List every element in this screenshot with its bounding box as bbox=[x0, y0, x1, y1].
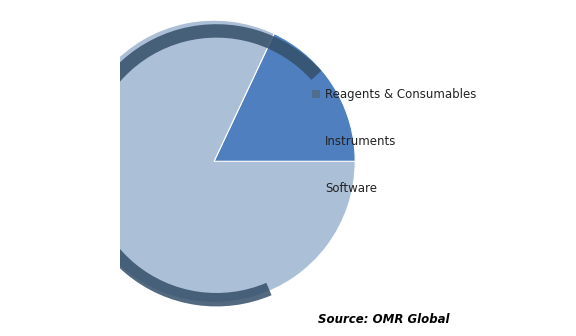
Text: Software: Software bbox=[325, 182, 377, 195]
Wedge shape bbox=[80, 34, 355, 302]
Text: Reagents & Consumables: Reagents & Consumables bbox=[325, 88, 476, 100]
Wedge shape bbox=[75, 24, 321, 306]
Bar bbox=[312, 137, 320, 145]
Wedge shape bbox=[73, 20, 355, 302]
Text: Instruments: Instruments bbox=[325, 135, 396, 148]
Bar bbox=[312, 90, 320, 98]
Wedge shape bbox=[73, 20, 355, 205]
Bar bbox=[312, 184, 320, 192]
Text: Source: OMR Global: Source: OMR Global bbox=[318, 313, 449, 326]
